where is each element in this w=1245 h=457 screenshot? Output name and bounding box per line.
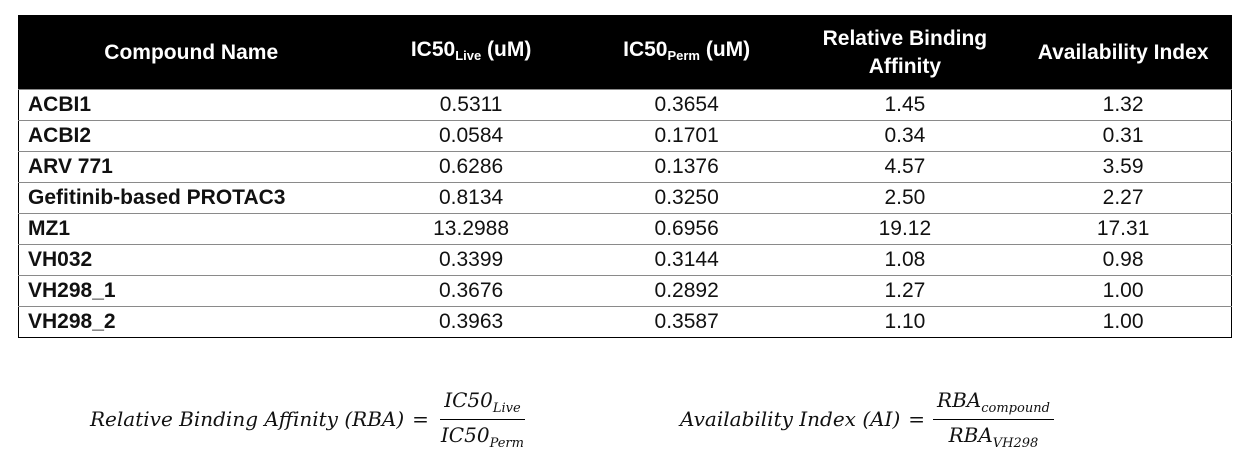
cell-ic50-live: 0.3399: [363, 244, 579, 276]
header-compound-name: Compound Name: [18, 15, 364, 90]
cell-compound-name: MZ1: [18, 213, 364, 245]
cell-ic50-live: 13.2988: [363, 213, 579, 245]
cell-availability-index: 1.00: [1015, 275, 1232, 307]
cell-relative-binding-affinity: 1.08: [794, 244, 1016, 276]
cell-compound-name: ARV 771: [18, 151, 364, 183]
table-row: VH298_1 0.3676 0.2892 1.27 1.00: [18, 275, 1232, 307]
cell-ic50-perm: 0.3654: [578, 89, 795, 121]
cell-availability-index: 1.32: [1015, 89, 1232, 121]
cell-availability-index: 2.27: [1015, 182, 1232, 214]
cell-ic50-live: 0.0584: [363, 120, 579, 152]
cell-relative-binding-affinity: 1.27: [794, 275, 1016, 307]
table-row: ACBI1 0.5311 0.3654 1.45 1.32: [18, 89, 1232, 121]
cell-relative-binding-affinity: 19.12: [794, 213, 1016, 245]
table-row: ARV 771 0.6286 0.1376 4.57 3.59: [18, 151, 1232, 183]
formulas: Relative Binding Affinity (RBA) = IC50Li…: [0, 384, 1245, 454]
table-row: VH032 0.3399 0.3144 1.08 0.98: [18, 244, 1232, 276]
ai-formula: Availability Index (AI) = RBAcompound RB…: [680, 384, 1054, 454]
cell-availability-index: 0.98: [1015, 244, 1232, 276]
cell-ic50-perm: 0.1376: [578, 151, 795, 183]
cell-ic50-live: 0.8134: [363, 182, 579, 214]
header-availability-index: Availability Index: [1015, 15, 1232, 90]
cell-compound-name: VH032: [18, 244, 364, 276]
ai-lhs: Availability Index (AI): [680, 407, 901, 431]
header-ic50-live: IC50Live (uM): [363, 15, 579, 90]
cell-ic50-perm: 0.3250: [578, 182, 795, 214]
equals: =: [908, 407, 926, 431]
rba-fraction: IC50Live IC50Perm: [440, 387, 525, 451]
cell-relative-binding-affinity: 4.57: [794, 151, 1016, 183]
header-row: Compound Name IC50Live (uM) IC50Perm (uM…: [18, 15, 1232, 90]
cell-availability-index: 3.59: [1015, 151, 1232, 183]
table-row: MZ1 13.2988 0.6956 19.12 17.31: [18, 213, 1232, 245]
table-row: Gefitinib-based PROTAC3 0.8134 0.3250 2.50 2…: [18, 182, 1232, 214]
cell-ic50-live: 0.6286: [363, 151, 579, 183]
header-relative-binding-affinity: Relative Binding Affinity: [794, 15, 1016, 90]
cell-compound-name: VH298_1: [18, 275, 364, 307]
rba-formula: Relative Binding Affinity (RBA) = IC50Li…: [90, 384, 528, 454]
cell-compound-name: Gefitinib-based PROTAC3: [18, 182, 364, 214]
cell-ic50-perm: 0.3587: [578, 306, 795, 338]
ai-fraction: RBAcompound RBAVH298: [933, 388, 1054, 451]
cell-relative-binding-affinity: 1.45: [794, 89, 1016, 121]
header-ic50-perm: IC50Perm (uM): [578, 15, 795, 90]
cell-ic50-perm: 0.3144: [578, 244, 795, 276]
table-row: ACBI2 0.0584 0.1701 0.34 0.31: [18, 120, 1232, 152]
cell-availability-index: 1.00: [1015, 306, 1232, 338]
cell-ic50-live: 0.3963: [363, 306, 579, 338]
cell-availability-index: 17.31: [1015, 213, 1232, 245]
cell-availability-index: 0.31: [1015, 120, 1232, 152]
cell-ic50-live: 0.3676: [363, 275, 579, 307]
cell-ic50-perm: 0.1701: [578, 120, 795, 152]
cell-relative-binding-affinity: 1.10: [794, 306, 1016, 338]
cell-relative-binding-affinity: 2.50: [794, 182, 1016, 214]
cell-ic50-perm: 0.2892: [578, 275, 795, 307]
cell-ic50-live: 0.5311: [363, 89, 579, 121]
rba-lhs: Relative Binding Affinity (RBA): [90, 407, 405, 431]
cell-compound-name: ACBI2: [18, 120, 364, 152]
cell-relative-binding-affinity: 0.34: [794, 120, 1016, 152]
table-row: VH298_2 0.3963 0.3587 1.10 1.00: [18, 306, 1232, 338]
compound-table: Compound Name IC50Live (uM) IC50Perm (uM…: [18, 15, 1232, 338]
cell-compound-name: VH298_2: [18, 306, 364, 338]
cell-compound-name: ACBI1: [18, 89, 364, 121]
equals: =: [412, 407, 429, 431]
cell-ic50-perm: 0.6956: [578, 213, 795, 245]
